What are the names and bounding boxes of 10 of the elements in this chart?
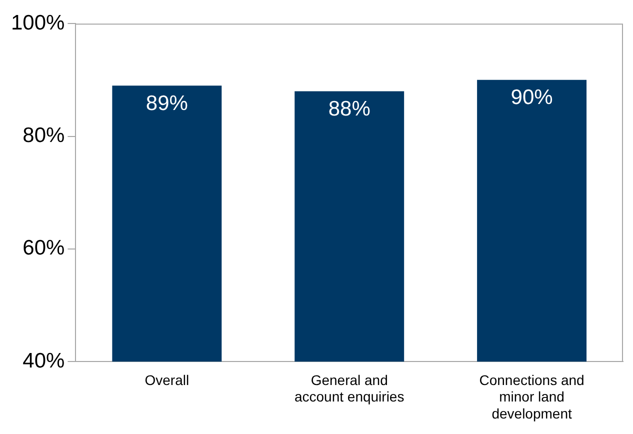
x-tick-label: General and account enquiries	[294, 372, 404, 405]
x-tick-label: Overall	[144, 372, 190, 388]
y-tick-label: 40%	[22, 349, 65, 372]
y-tick-label: 100%	[10, 11, 65, 34]
y-tick-label: 60%	[22, 236, 65, 260]
x-tick-label: Connections and minor land development	[479, 372, 584, 422]
data-label: 89%	[146, 92, 188, 115]
data-label: 90%	[510, 86, 553, 110]
y-tick-label: 80%	[22, 124, 65, 148]
data-label: 88%	[328, 97, 370, 120]
